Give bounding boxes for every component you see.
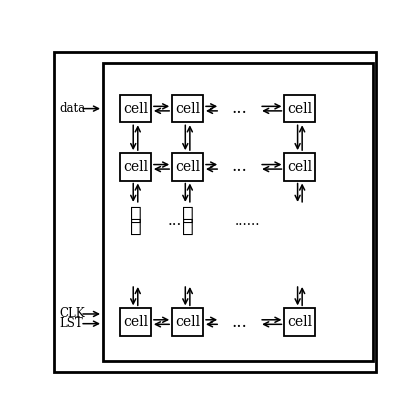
Bar: [172, 153, 203, 181]
Text: data: data: [59, 102, 85, 115]
Text: ⋮: ⋮: [182, 206, 194, 224]
Text: ......: ......: [235, 214, 260, 228]
Bar: [120, 308, 151, 336]
Text: cell: cell: [287, 102, 312, 116]
Text: ⋮: ⋮: [182, 218, 194, 236]
Bar: [120, 95, 151, 122]
Bar: [284, 308, 315, 336]
Text: ...: ...: [232, 158, 247, 175]
Text: ...: ...: [232, 314, 247, 331]
Text: ...: ...: [168, 214, 182, 228]
Bar: [120, 153, 151, 181]
Text: cell: cell: [287, 160, 312, 174]
Text: cell: cell: [123, 102, 148, 116]
Text: CLK: CLK: [59, 307, 85, 320]
Text: cell: cell: [123, 160, 148, 174]
Text: cell: cell: [175, 160, 200, 174]
Text: ⋮: ⋮: [130, 206, 142, 224]
Text: cell: cell: [175, 102, 200, 116]
Text: LST: LST: [59, 317, 83, 330]
Text: ...: ...: [232, 100, 247, 117]
Bar: [284, 153, 315, 181]
Text: ⋮: ⋮: [130, 218, 142, 236]
Text: cell: cell: [287, 315, 312, 329]
Bar: [103, 63, 373, 361]
Bar: [172, 308, 203, 336]
Text: cell: cell: [175, 315, 200, 329]
Bar: [172, 95, 203, 122]
Bar: [284, 95, 315, 122]
Text: cell: cell: [123, 315, 148, 329]
